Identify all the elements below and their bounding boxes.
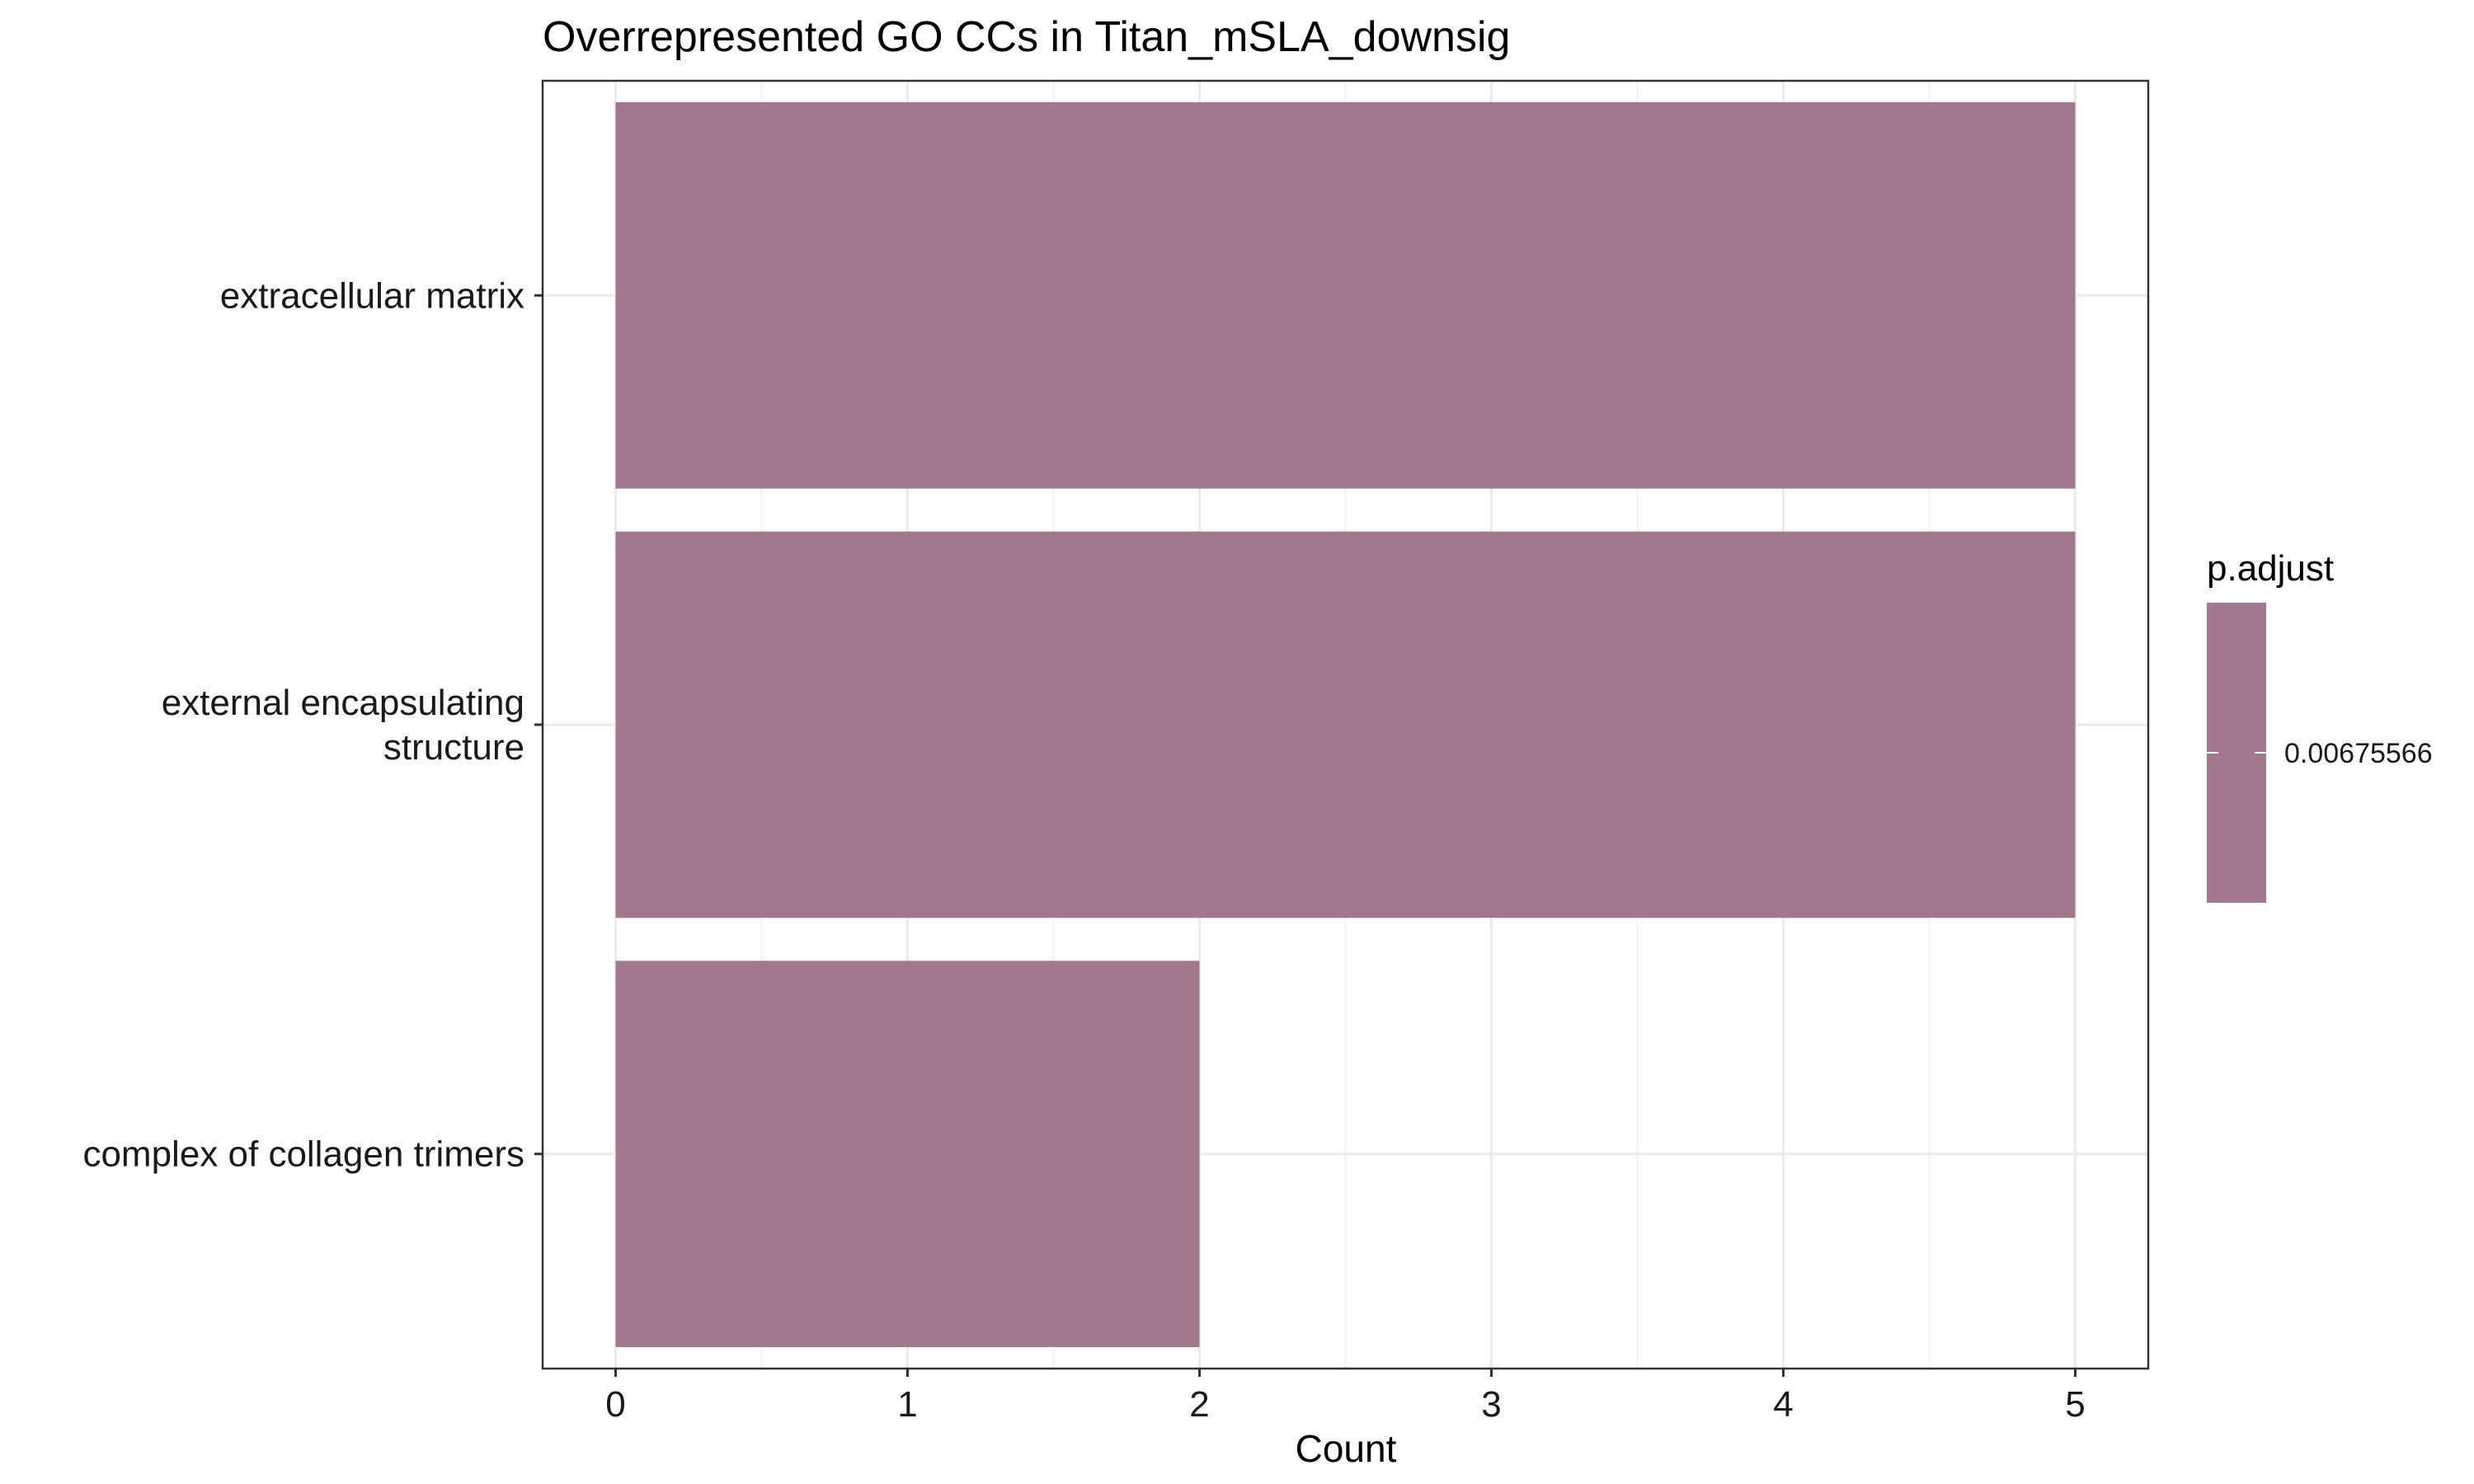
x-axis: 0 1 2 3 4 5: [605, 1369, 2086, 1425]
legend-title: p.adjust: [2207, 548, 2334, 589]
legend: p.adjust 0.00675566: [2207, 548, 2433, 903]
x-tick-label: 2: [1189, 1384, 1209, 1425]
bar: [615, 102, 2076, 489]
x-tick-label: 5: [2065, 1384, 2085, 1425]
chart-title: Overrepresented GO CCs in Titan_mSLA_dow…: [543, 13, 1510, 61]
y-axis: extracellular matrix external encapsulati…: [82, 275, 543, 1175]
x-tick-label: 3: [1481, 1384, 1501, 1425]
y-tick-label: structure: [383, 727, 524, 768]
y-tick-label: extracellular matrix: [220, 275, 524, 316]
bar: [615, 960, 1200, 1347]
x-tick-label: 0: [605, 1384, 625, 1425]
x-axis-label: Count: [1296, 1427, 1397, 1470]
bars-group: [615, 102, 2076, 1347]
y-tick-label: complex of collagen trimers: [82, 1134, 524, 1175]
bar: [615, 531, 2076, 918]
x-tick-label: 4: [1773, 1384, 1793, 1425]
legend-label: 0.00675566: [2284, 738, 2433, 769]
x-tick-label: 1: [897, 1384, 917, 1425]
y-tick-label: external encapsulating: [162, 683, 524, 723]
